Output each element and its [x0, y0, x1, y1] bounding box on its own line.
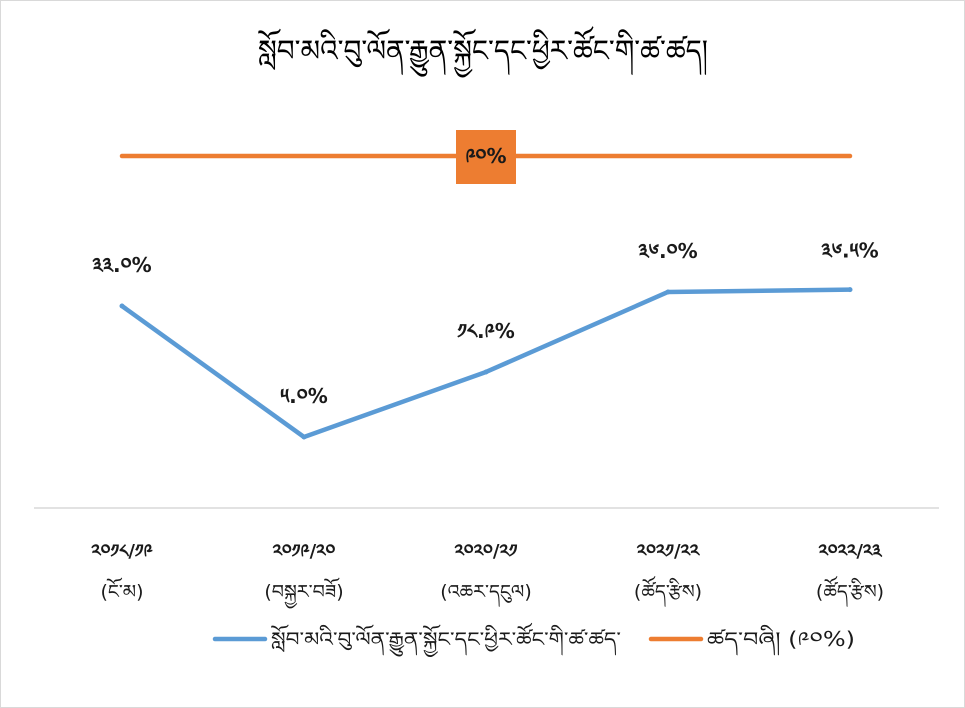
x-axis-ticks: ༢༠༡༨/༡༩ (ངོ་མ) ༢༠༡༩/༢༠ (བསྐྱར་བཟོ) ༢༠༢༠/༢༡ (འ…	[91, 541, 884, 609]
legend-label-actual: སློབ་མའི་བུ་ལོན་རྒྱུན་སྐྱོང་དང་ཕྱིར་ཚོང་…	[270, 622, 621, 657]
data-label: ༡༨.༩%	[457, 319, 515, 343]
x-tick-sublabel: (འཆར་དངུལ)	[440, 581, 532, 607]
x-tick-label: ༢༠༢༢/༢༣	[818, 541, 883, 562]
x-tick-sublabel: (ངོ་མ)	[100, 577, 143, 603]
data-point	[847, 287, 853, 293]
actual-series	[119, 287, 853, 440]
data-point	[119, 303, 125, 309]
legend-label-target: ཚད་བཞི། (༩༠%)	[707, 624, 855, 656]
data-labels: ༣༣.༠% ༥.༠% ༡༨.༩% ༣༦.༠% ༣༦.༥%	[92, 239, 878, 408]
data-point	[301, 434, 307, 440]
target-value-label: ༩༠%	[465, 144, 506, 168]
x-tick-label: ༢༠༡༨/༡༩	[91, 541, 152, 562]
data-label: ༣༣.༠%	[92, 253, 151, 277]
x-tick-label: ༢༠༢༡/༢༢	[637, 541, 701, 562]
x-tick-label: ༢༠༡༩/༢༠	[273, 541, 336, 562]
chart-title: སློབ་མའི་བུ་ལོན་རྒྱུན་སྐྱོང་དང་ཕྱིར་ཚོང་…	[257, 26, 708, 78]
data-label: ༥.༠%	[280, 384, 328, 408]
target-series: ༩༠%	[119, 130, 853, 184]
legend: སློབ་མའི་བུ་ལོན་རྒྱུན་སྐྱོང་དང་ཕྱིར་ཚོང་…	[212, 622, 855, 657]
data-label: ༣༦.༠%	[638, 239, 697, 263]
x-tick-sublabel: (ཚོད་རྩིས)	[816, 575, 884, 607]
data-point	[483, 369, 489, 375]
target-label-box	[456, 130, 516, 184]
x-tick-sublabel: (བསྐྱར་བཟོ)	[264, 577, 343, 609]
x-tick-sublabel: (ཚོད་རྩིས)	[634, 575, 702, 607]
data-point	[665, 289, 671, 295]
actual-line	[119, 287, 853, 440]
data-label: ༣༦.༥%	[821, 239, 878, 263]
x-tick-label: ༢༠༢༠/༢༡	[454, 541, 517, 562]
